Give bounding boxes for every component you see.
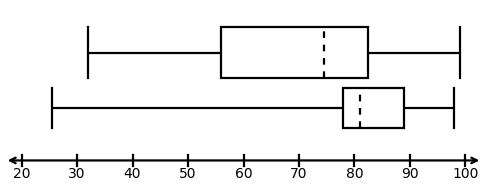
Bar bbox=[221, 27, 368, 78]
Text: 90: 90 bbox=[401, 167, 419, 181]
Text: 60: 60 bbox=[235, 167, 252, 181]
Text: 40: 40 bbox=[124, 167, 141, 181]
Bar bbox=[343, 88, 404, 128]
Text: 80: 80 bbox=[346, 167, 363, 181]
Text: 20: 20 bbox=[13, 167, 30, 181]
Text: 100: 100 bbox=[452, 167, 479, 181]
Text: 50: 50 bbox=[179, 167, 197, 181]
Text: 30: 30 bbox=[68, 167, 86, 181]
Text: 70: 70 bbox=[290, 167, 308, 181]
